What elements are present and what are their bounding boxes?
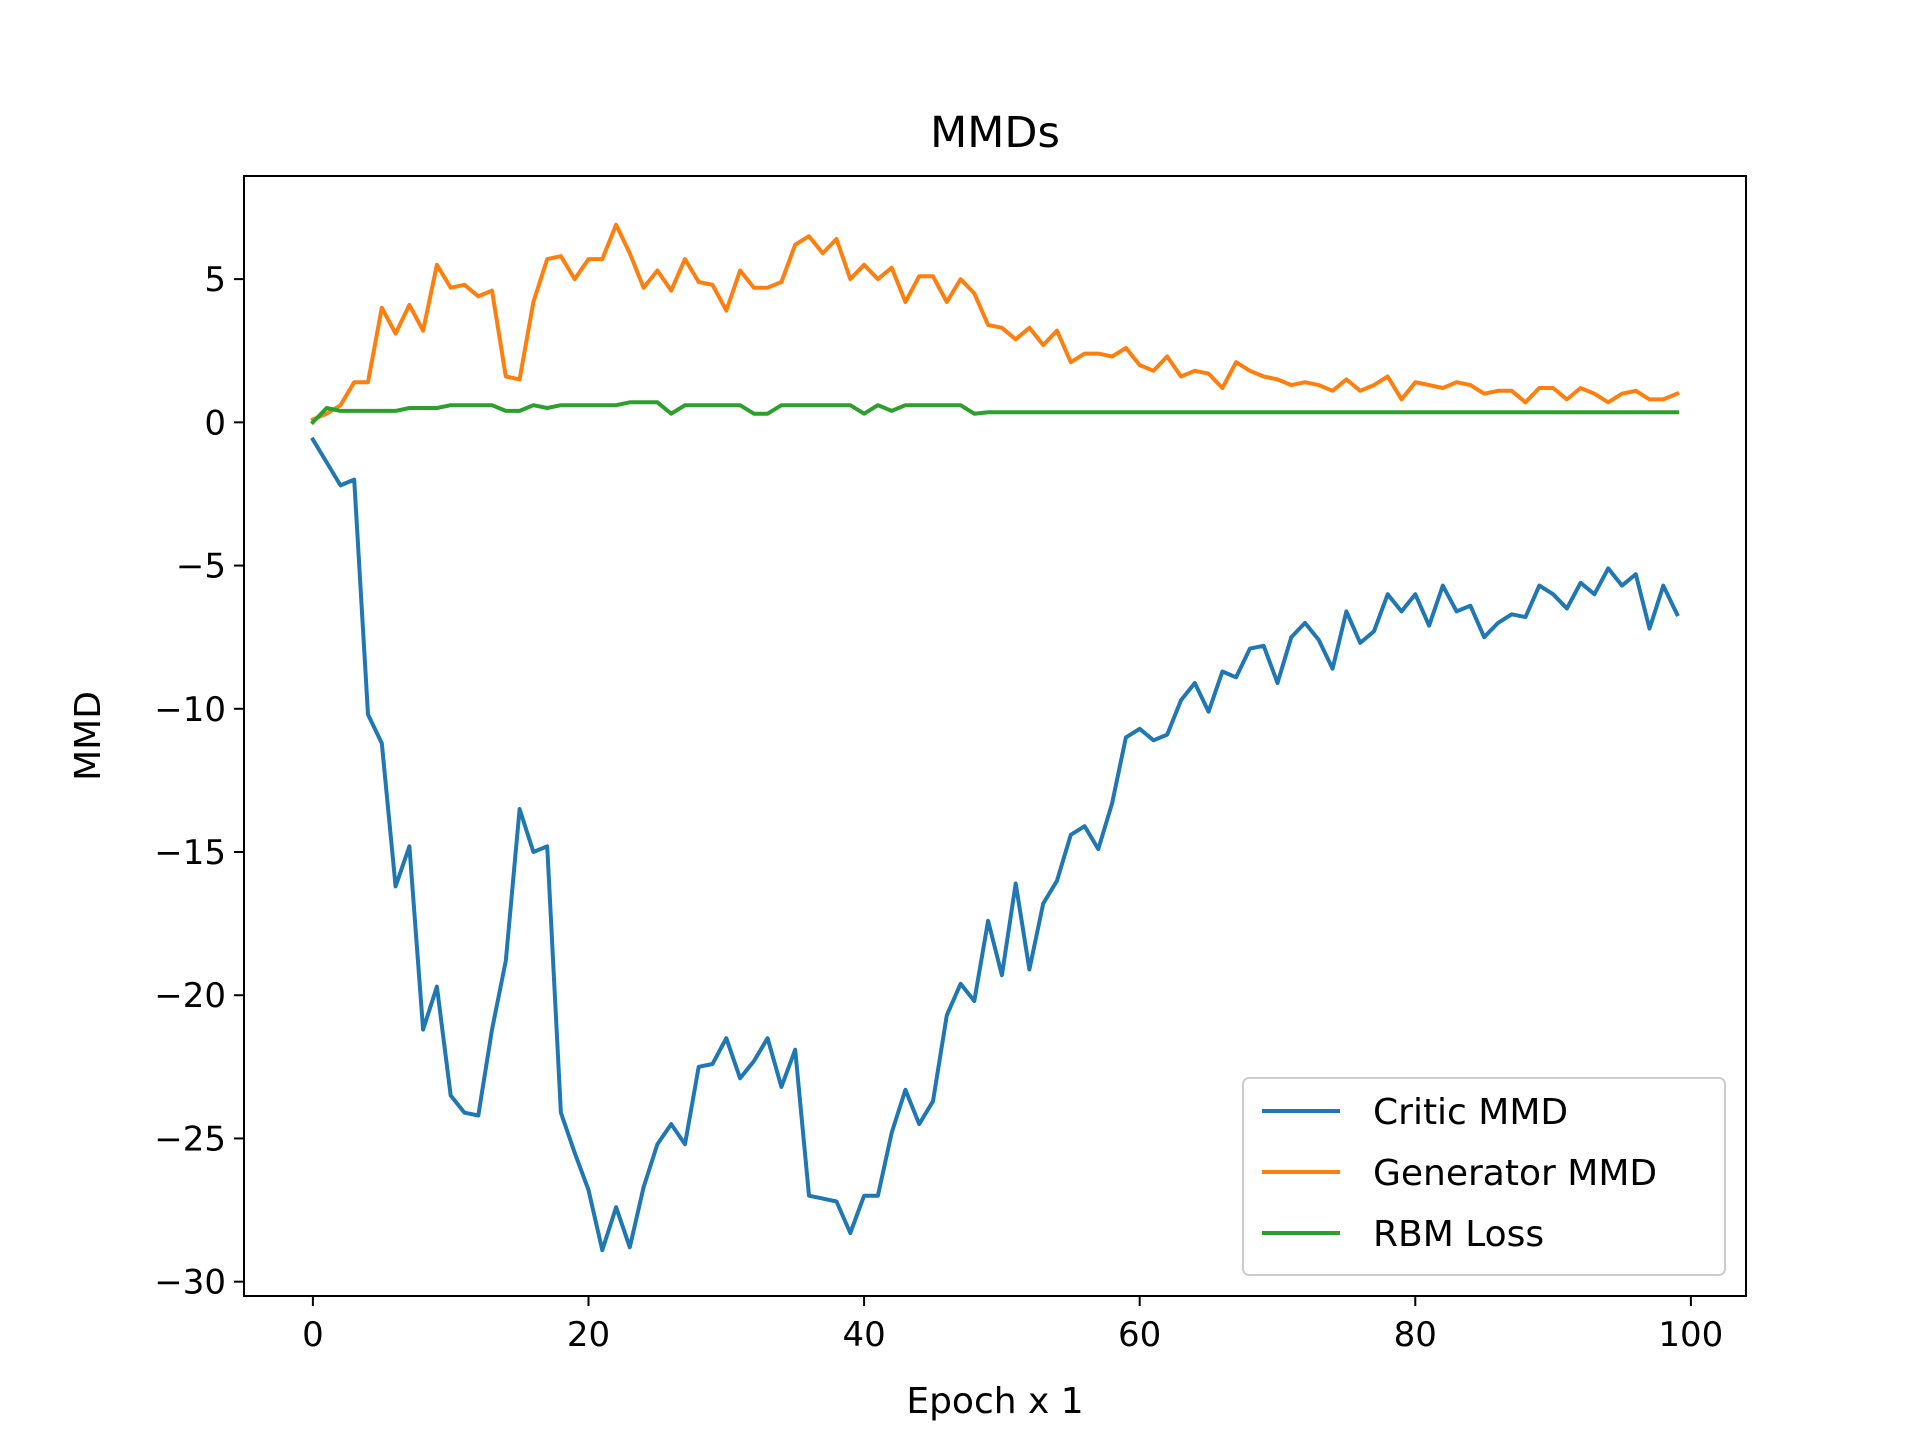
x-axis-ticks: 0 20 40 60 80 100 [302, 1296, 1723, 1355]
legend-label-0: Critic MMD [1373, 1092, 1568, 1133]
legend-box [1242, 1077, 1726, 1276]
y-tick-label: −25 [154, 1119, 226, 1159]
y-axis-label: MMD [68, 691, 109, 781]
x-tick-label: 100 [1658, 1315, 1723, 1355]
y-tick-label: −20 [154, 976, 226, 1016]
series-line-1 [310, 222, 1680, 423]
y-tick-label: 5 [204, 260, 226, 300]
x-tick-label: 80 [1394, 1315, 1437, 1355]
series-line-2 [310, 400, 1680, 426]
legend-label-1: Generator MMD [1373, 1153, 1657, 1194]
y-tick-label: −10 [154, 690, 226, 730]
y-axis-ticks: 5 0 −5 −10 −15 −20 −25 −30 [154, 260, 244, 1303]
plot-frame [243, 175, 1747, 1297]
y-tick-label: −5 [176, 547, 226, 587]
x-tick-label: 20 [567, 1315, 610, 1355]
legend-label-2: RBM Loss [1373, 1214, 1544, 1255]
x-tick-label: 0 [302, 1315, 324, 1355]
x-axis-label: Epoch x 1 [906, 1381, 1083, 1422]
y-tick-label: 0 [204, 403, 226, 443]
x-tick-label: 40 [842, 1315, 885, 1355]
series-lines [310, 222, 1680, 1253]
y-tick-label: −15 [154, 833, 226, 873]
series-line-0 [310, 436, 1680, 1253]
x-tick-label: 60 [1118, 1315, 1161, 1355]
legend: Critic MMD Generator MMD RBM Loss [1242, 1077, 1726, 1276]
chart-title: MMDs [930, 108, 1060, 158]
y-tick-label: −30 [154, 1263, 226, 1303]
